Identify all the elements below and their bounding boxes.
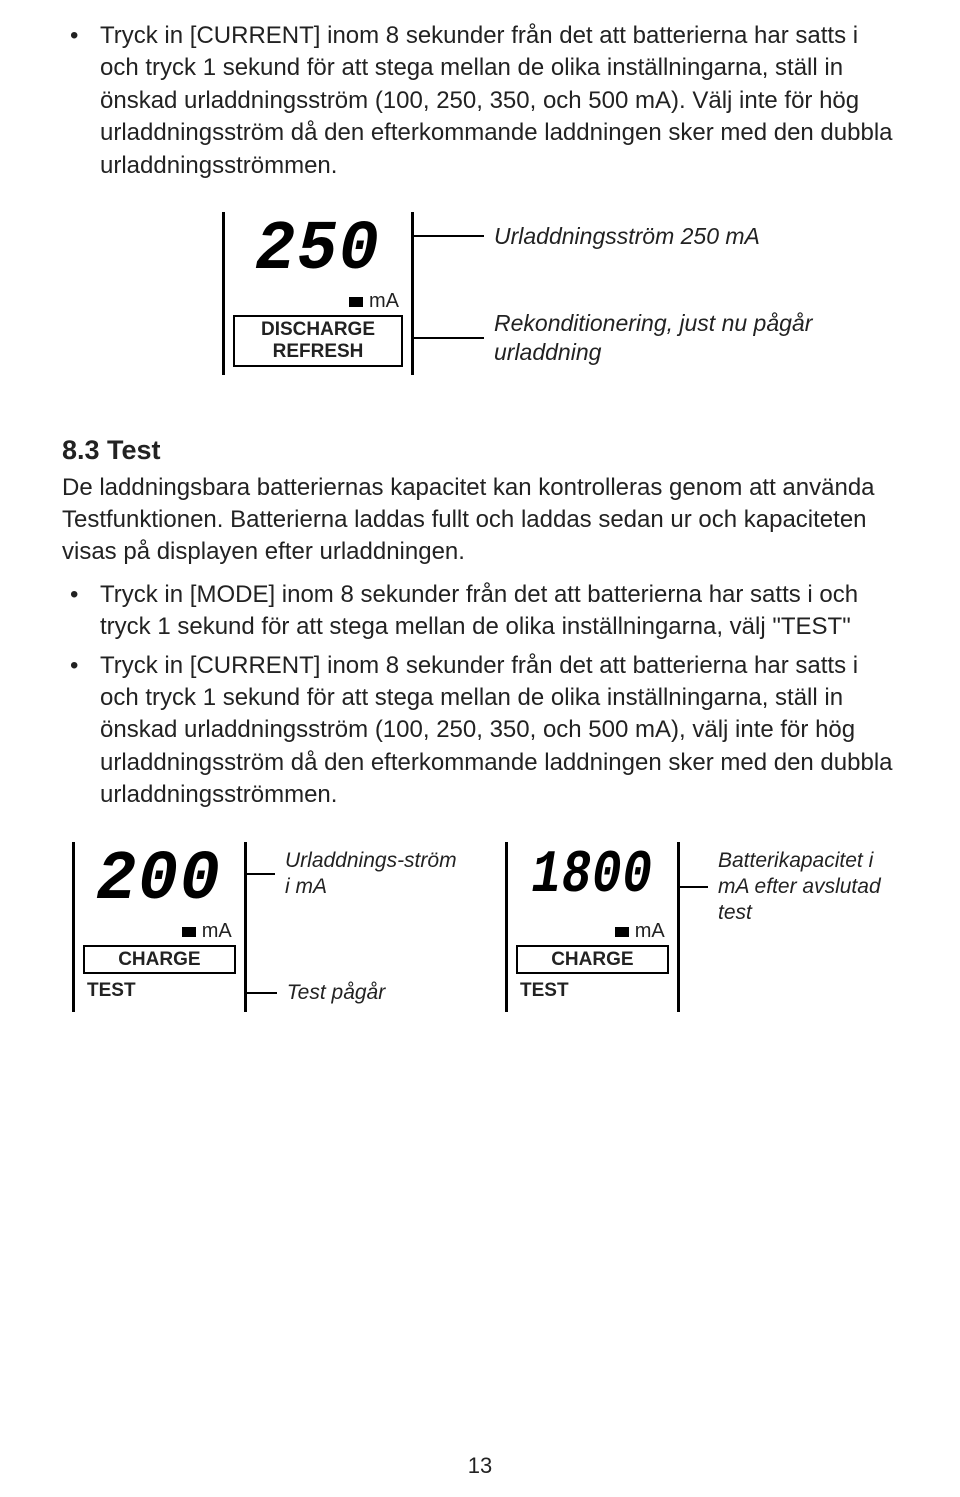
callout-text: Batterikapacitet i mA efter avslutad tes… bbox=[718, 848, 898, 927]
diagram-charge-test-200: 200 mA CHARGE TEST Urladdnings-ström i m… bbox=[72, 842, 465, 1013]
indicator-block bbox=[615, 927, 629, 937]
indicator-block bbox=[349, 297, 363, 307]
bullet-text: Tryck in [MODE] inom 8 sekunder från det… bbox=[100, 581, 858, 640]
callout: Urladdnings-ström i mA bbox=[247, 848, 465, 901]
diagram-discharge-refresh: 250 mA DISCHARGE REFRESH Urladdningsströ… bbox=[222, 212, 898, 375]
lcd-display: 200 mA CHARGE TEST bbox=[72, 842, 247, 1013]
diagram-charge-test-1800: 1800 mA CHARGE TEST Batterikapacitet i m… bbox=[505, 842, 898, 1013]
bullet-item: Tryck in [MODE] inom 8 sekunder från det… bbox=[62, 579, 898, 644]
page: Tryck in [CURRENT] inom 8 sekunder från … bbox=[0, 0, 960, 1497]
callout: Batterikapacitet i mA efter avslutad tes… bbox=[680, 848, 898, 927]
seven-segment-wrap: 250 bbox=[233, 216, 403, 294]
lcd-display: 250 mA DISCHARGE REFRESH bbox=[222, 212, 414, 375]
callout: Rekonditionering, just nu pågår urladdni… bbox=[414, 309, 854, 367]
section-intro: De laddningsbara batteriernas kapacitet … bbox=[62, 472, 898, 569]
bullet-list-top: Tryck in [CURRENT] inom 8 sekunder från … bbox=[62, 20, 898, 182]
callout: Urladdningsström 250 mA bbox=[414, 222, 854, 251]
callouts: Urladdningsström 250 mA Rekonditionering… bbox=[414, 212, 854, 375]
bullet-text: Tryck in [CURRENT] inom 8 sekunder från … bbox=[100, 22, 893, 179]
leader-line bbox=[247, 992, 277, 994]
leader-line bbox=[247, 873, 275, 875]
seven-segment-value: 1800 bbox=[532, 846, 653, 906]
leader-line bbox=[680, 886, 708, 888]
indicator-block bbox=[182, 927, 196, 937]
bullet-item: Tryck in [CURRENT] inom 8 sekunder från … bbox=[62, 650, 898, 812]
mode-line-1: CHARGE bbox=[551, 949, 633, 970]
seven-segment-wrap: 1800 bbox=[516, 846, 669, 924]
callouts: Batterikapacitet i mA efter avslutad tes… bbox=[680, 842, 898, 1013]
page-number: 13 bbox=[0, 1453, 960, 1479]
lcd-display: 1800 mA CHARGE TEST bbox=[505, 842, 680, 1013]
mode-line-2: TEST bbox=[516, 974, 669, 1004]
seven-segment-value: 250 bbox=[255, 216, 380, 286]
mode-box: CHARGE bbox=[516, 945, 669, 975]
callouts: Urladdnings-ström i mA Test pågår bbox=[247, 842, 465, 1013]
mode-line-1: DISCHARGE bbox=[241, 319, 395, 341]
mode-box: CHARGE bbox=[83, 945, 236, 975]
callout-text: Urladdnings-ström i mA bbox=[285, 848, 465, 901]
callout-text: Rekonditionering, just nu pågår urladdni… bbox=[494, 309, 854, 367]
mode-box: DISCHARGE REFRESH bbox=[233, 315, 403, 367]
mode-line-1: CHARGE bbox=[118, 949, 200, 970]
bullet-text: Tryck in [CURRENT] inom 8 sekunder från … bbox=[100, 652, 893, 809]
callout: Test pågår bbox=[247, 980, 465, 1006]
mode-line-2: REFRESH bbox=[241, 341, 395, 363]
callout-text: Test pågår bbox=[287, 980, 385, 1006]
section-heading: 8.3 Test bbox=[62, 435, 898, 466]
bullet-list-section: Tryck in [MODE] inom 8 sekunder från det… bbox=[62, 579, 898, 812]
leader-line bbox=[414, 337, 484, 339]
callout-text: Urladdningsström 250 mA bbox=[494, 222, 760, 251]
bottom-diagrams-row: 200 mA CHARGE TEST Urladdnings-ström i m… bbox=[72, 842, 898, 1013]
leader-line bbox=[414, 235, 484, 237]
mode-line-2: TEST bbox=[83, 974, 236, 1004]
bullet-item: Tryck in [CURRENT] inom 8 sekunder från … bbox=[62, 20, 898, 182]
seven-segment-value: 200 bbox=[97, 846, 222, 916]
seven-segment-wrap: 200 bbox=[83, 846, 236, 924]
